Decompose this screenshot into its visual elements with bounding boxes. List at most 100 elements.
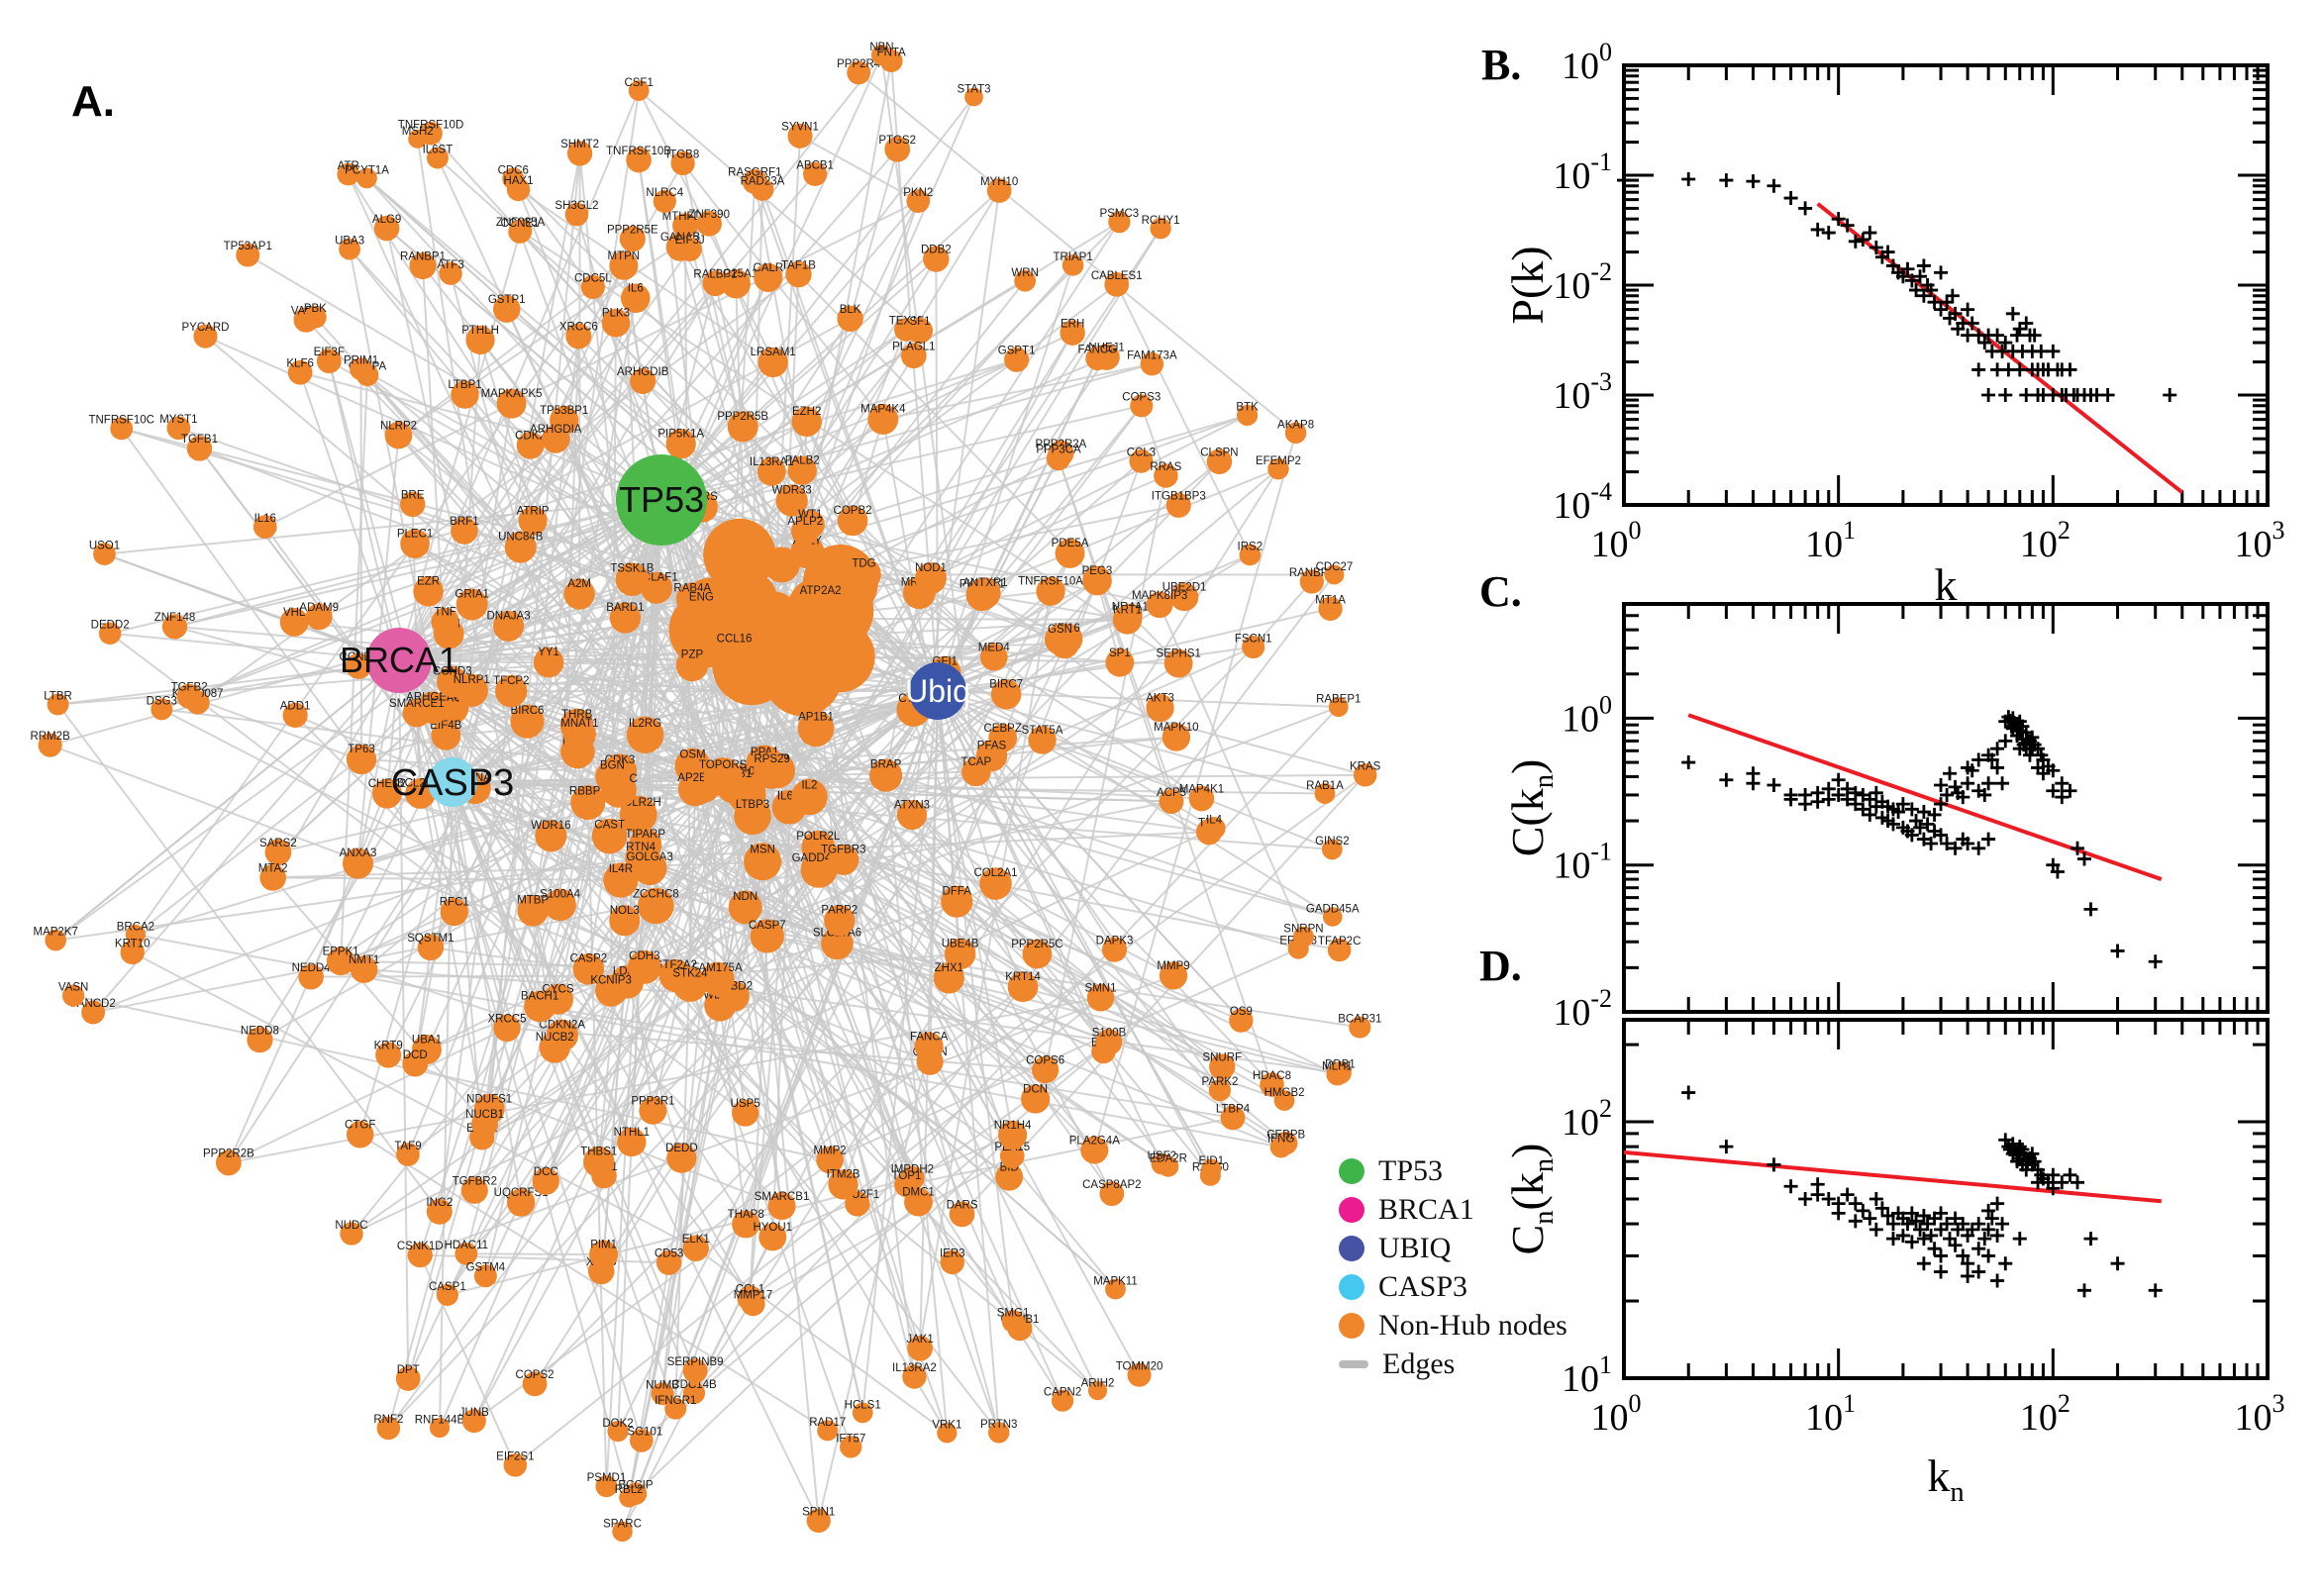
- network-node: [665, 429, 696, 459]
- scatter-point: [1904, 1206, 1919, 1221]
- scatter-point: [1767, 1157, 1781, 1172]
- node-label: ADAM9: [299, 602, 339, 614]
- tick-label: 103: [2235, 1389, 2285, 1439]
- network-node: [1292, 926, 1314, 948]
- scatter-point: [1831, 772, 1846, 787]
- network-node: [510, 704, 545, 739]
- scatter-point: [1913, 1222, 1928, 1237]
- node-label: S100B: [1092, 1028, 1127, 1040]
- network-edge: [817, 1046, 931, 1522]
- network-node: [1165, 492, 1191, 518]
- node-label: GSPT1: [998, 346, 1036, 357]
- network-edge: [597, 608, 703, 1162]
- scatter-point: [2027, 328, 2042, 343]
- network-node: [609, 905, 641, 937]
- legend-label: CASP3: [1378, 1270, 1468, 1303]
- network-node: [1001, 1310, 1025, 1333]
- network-edge: [328, 360, 400, 661]
- network-node: [629, 1429, 654, 1452]
- network-edge: [445, 629, 708, 737]
- network-edge: [829, 948, 1299, 1161]
- network-node: [664, 1397, 687, 1420]
- network-edge: [365, 177, 682, 446]
- node-label: ARHGDIB: [617, 366, 669, 378]
- node-label: NLRP1: [454, 674, 490, 686]
- network-edge: [398, 659, 1000, 1434]
- network-node: [828, 845, 859, 875]
- network-node: [1229, 1008, 1254, 1033]
- network-node: [1007, 971, 1039, 1003]
- network-node: [653, 189, 676, 213]
- node-label: MTHFD1: [662, 211, 709, 223]
- scatter-point: [1998, 336, 2013, 350]
- network-node: [702, 270, 729, 297]
- network-node: [804, 585, 837, 617]
- legend: TP53 BRCA1 UBIQ CASP3 Non-Hub nodes Edges: [1339, 1154, 1567, 1380]
- node-label: RFC1: [440, 897, 469, 909]
- node-label: NUCB2: [536, 1032, 574, 1044]
- network-edge: [228, 1027, 508, 1164]
- node-label: JAK1: [906, 1334, 934, 1346]
- node-label: HDAC11: [445, 1240, 489, 1251]
- node-label: KRT9: [374, 1041, 403, 1052]
- network-edge: [709, 414, 1248, 607]
- network-edge: [937, 690, 1105, 1052]
- scatter-point: [1990, 1273, 2005, 1288]
- scatter-point: [1943, 766, 1958, 781]
- network-edge: [483, 608, 703, 1125]
- scatter-point: [1868, 785, 1883, 800]
- node-label: RCHY1: [1142, 215, 1180, 227]
- node-label: PLK3: [602, 308, 630, 320]
- network-node: [1014, 269, 1037, 292]
- scatter-point: [1934, 302, 1949, 317]
- scatter-point: [1940, 837, 1955, 851]
- fit-line: [1816, 202, 2184, 494]
- network-node: [595, 759, 630, 794]
- network-node: [492, 295, 521, 323]
- scatter-point: [1965, 763, 1979, 778]
- scatter-point: [2055, 790, 2070, 805]
- tick-label: 10-1: [1553, 838, 1612, 887]
- node-label: IRS2: [1238, 542, 1263, 553]
- node-label: TP63: [348, 744, 375, 755]
- node-label: HYOU1: [753, 1222, 792, 1234]
- network-edge: [398, 659, 410, 1379]
- network-edge: [104, 499, 662, 555]
- scatter-point: [1990, 1228, 2005, 1243]
- node-label: SERPINB9: [667, 1356, 724, 1368]
- network-node: [824, 905, 856, 937]
- node-label: PSMC3: [1100, 208, 1140, 220]
- network-edge: [351, 977, 719, 1235]
- network-node: [1353, 763, 1377, 787]
- network-node: [979, 643, 1008, 671]
- node-label: RALBP1: [693, 268, 737, 280]
- network-node: [1140, 351, 1164, 376]
- node-label: CDC6: [498, 164, 529, 176]
- scatter-point: [2027, 1154, 2042, 1169]
- network-edge: [387, 690, 939, 1429]
- network-node: [408, 129, 428, 149]
- network-node: [339, 238, 361, 260]
- network-edge: [693, 706, 1340, 1394]
- network-edge: [638, 159, 682, 445]
- network-node: [350, 955, 378, 983]
- network-node: [1314, 783, 1336, 804]
- network-node: [670, 150, 695, 176]
- node-label: EIF2S1: [496, 1451, 534, 1463]
- network-node: [504, 531, 537, 563]
- panel-a-label: A.: [71, 77, 115, 126]
- network-edge: [695, 1247, 948, 1435]
- network-node: [524, 990, 556, 1023]
- hub-node-casp3: [428, 757, 477, 807]
- network-node: [186, 436, 213, 461]
- network-node: [1239, 544, 1262, 566]
- legend-item-non-hub-nodes: Non-Hub nodes: [1339, 1309, 1567, 1342]
- node-label: DNAJA3: [487, 610, 531, 622]
- network-node: [757, 456, 786, 486]
- scatter-point: [1981, 832, 1996, 847]
- network-node: [732, 1099, 759, 1127]
- node-label: PFAS: [977, 740, 1007, 751]
- node-label: APLP2: [787, 516, 823, 528]
- node-label: IL2RG: [629, 718, 661, 730]
- node-label: LTBP1: [448, 379, 481, 391]
